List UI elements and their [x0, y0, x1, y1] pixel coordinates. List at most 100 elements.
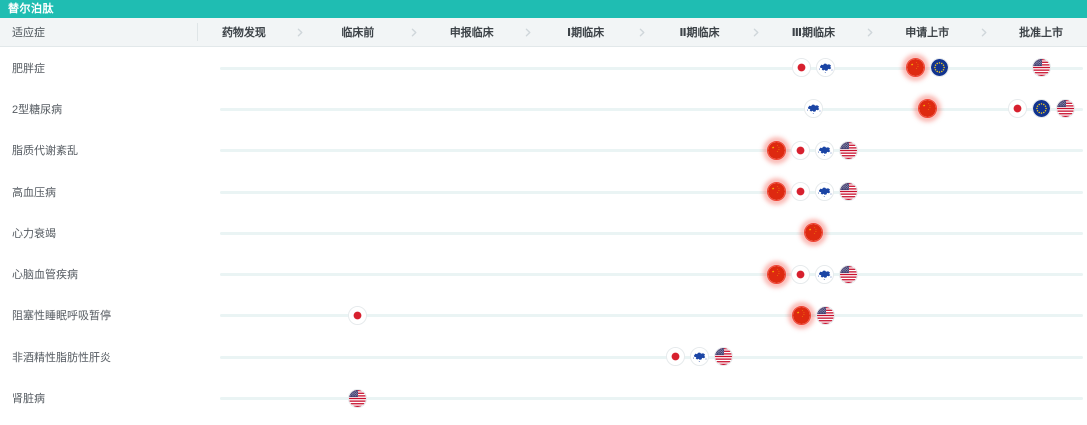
flag-marker-jp[interactable] — [346, 304, 369, 327]
column-header-stage-2[interactable]: 临床前 — [341, 27, 375, 39]
stage-cell-1 — [198, 336, 290, 377]
stage-cell-7 — [882, 253, 973, 294]
stage-gap — [632, 212, 654, 253]
column-header-stage-3[interactable]: 申报临床 — [449, 27, 494, 39]
flag-marker-eu[interactable] — [1030, 97, 1053, 120]
flag-marker-eu_map[interactable] — [813, 263, 836, 286]
flag-marker-eu_map[interactable] — [813, 139, 836, 162]
stage-cell-3 — [426, 295, 518, 336]
column-header-stage-4[interactable]: Ⅰ期临床 — [567, 27, 605, 39]
stage-cell-7 — [881, 295, 973, 336]
stage-gap — [745, 336, 767, 377]
flag-marker-cn-highlighted[interactable] — [801, 221, 825, 245]
stage-track — [198, 88, 1087, 129]
stage-cell-4 — [540, 212, 632, 253]
stage-cell-4 — [540, 295, 632, 336]
stage-cell-6 — [767, 377, 859, 418]
flag-marker-us[interactable] — [837, 263, 860, 286]
flag-marker-eu[interactable] — [928, 56, 951, 79]
stage-gap — [289, 171, 311, 212]
track-line — [220, 397, 1083, 401]
stage-cell-5 — [652, 171, 743, 212]
flag-marker-eu_map[interactable] — [814, 56, 837, 79]
column-header-stage-8[interactable]: 批准上市 — [1019, 27, 1064, 39]
stage-cell-5 — [654, 47, 746, 88]
column-header-indication: 适应症 — [0, 23, 198, 41]
marker-group — [346, 387, 369, 410]
flag-marker-jp[interactable] — [1006, 97, 1029, 120]
stage-cell-7 — [882, 130, 973, 171]
title-bar: 替尔泊肽 — [0, 0, 1087, 18]
track-line — [220, 66, 1083, 70]
stage-track — [198, 336, 1087, 377]
flag-marker-eu_map[interactable] — [813, 180, 836, 203]
flag-marker-cn-highlighted[interactable] — [765, 138, 789, 162]
stage-gap — [290, 336, 312, 377]
stage-gap — [516, 253, 538, 294]
stage-gap — [403, 171, 425, 212]
stage-gap — [516, 171, 538, 212]
flag-marker-jp[interactable] — [789, 139, 812, 162]
column-header-stage-5[interactable]: Ⅱ期临床 — [679, 27, 720, 39]
column-header-stage-6[interactable]: Ⅲ期临床 — [791, 27, 836, 39]
flag-marker-cn-highlighted[interactable] — [903, 56, 927, 80]
table-row: 阻塞性睡眠呼吸暂停 — [0, 295, 1087, 336]
stage-cell-6 — [767, 212, 859, 253]
flag-marker-jp[interactable] — [664, 345, 687, 368]
stage-gap — [404, 377, 426, 418]
flag-marker-cn-highlighted[interactable] — [765, 180, 789, 204]
table-row: 心力衰竭 — [0, 212, 1087, 253]
stage-gap — [403, 253, 425, 294]
flag-marker-jp[interactable] — [789, 263, 812, 286]
indication-label: 心力衰竭 — [12, 227, 56, 240]
stage-gap — [745, 212, 767, 253]
track-line — [220, 149, 1083, 153]
stage-cell-7 — [882, 171, 973, 212]
stage-gap — [860, 130, 882, 171]
marker-group — [346, 304, 369, 327]
stage-gap — [404, 295, 426, 336]
flag-marker-us[interactable] — [837, 139, 860, 162]
chevron-right-icon — [973, 27, 995, 38]
flag-marker-us[interactable] — [346, 387, 369, 410]
flag-marker-us[interactable] — [814, 304, 837, 327]
stage-cell-8 — [995, 212, 1087, 253]
cn-flag-icon — [917, 99, 937, 119]
stage-gap — [973, 88, 995, 129]
eu_map-flag-icon — [815, 58, 835, 78]
stage-header-list: 药物发现 临床前 申报临床 Ⅰ期临床 Ⅱ期临床 Ⅲ期临床 申请上市 批准上市 — [198, 18, 1087, 46]
stage-cell-3 — [425, 253, 516, 294]
stage-track — [198, 253, 1087, 294]
stage-track — [198, 130, 1087, 171]
stage-cell-1 — [198, 171, 289, 212]
stage-cell-7 — [881, 88, 973, 129]
flag-marker-eu_map[interactable] — [688, 345, 711, 368]
indication-label: 心脑血管疾病 — [12, 269, 78, 282]
stage-cell-7 — [881, 336, 973, 377]
flag-marker-eu_map[interactable] — [802, 97, 825, 120]
stage-gap — [859, 212, 881, 253]
stage-gap — [516, 130, 538, 171]
stage-cell-1 — [198, 47, 290, 88]
flag-marker-us[interactable] — [1030, 56, 1053, 79]
flag-marker-jp[interactable] — [789, 180, 812, 203]
flag-marker-cn-highlighted[interactable] — [789, 303, 813, 327]
stage-gap — [743, 171, 765, 212]
flag-marker-us[interactable] — [1054, 97, 1077, 120]
flag-marker-cn-highlighted[interactable] — [765, 262, 789, 286]
flag-marker-us[interactable] — [712, 345, 735, 368]
marker-group — [802, 97, 825, 120]
flag-marker-cn-highlighted[interactable] — [915, 97, 939, 121]
stage-gap — [404, 88, 426, 129]
column-header-stage-7[interactable]: 申请上市 — [905, 27, 950, 39]
track-line — [220, 107, 1083, 111]
stage-cell-8 — [996, 253, 1087, 294]
flag-marker-us[interactable] — [837, 180, 860, 203]
stage-cells — [198, 88, 1087, 129]
column-header-stage-1[interactable]: 药物发现 — [221, 27, 266, 39]
track-line — [220, 190, 1083, 194]
marker-group — [915, 97, 939, 121]
stage-cell-2 — [312, 377, 404, 418]
flag-marker-jp[interactable] — [790, 56, 813, 79]
stage-gap — [403, 130, 425, 171]
